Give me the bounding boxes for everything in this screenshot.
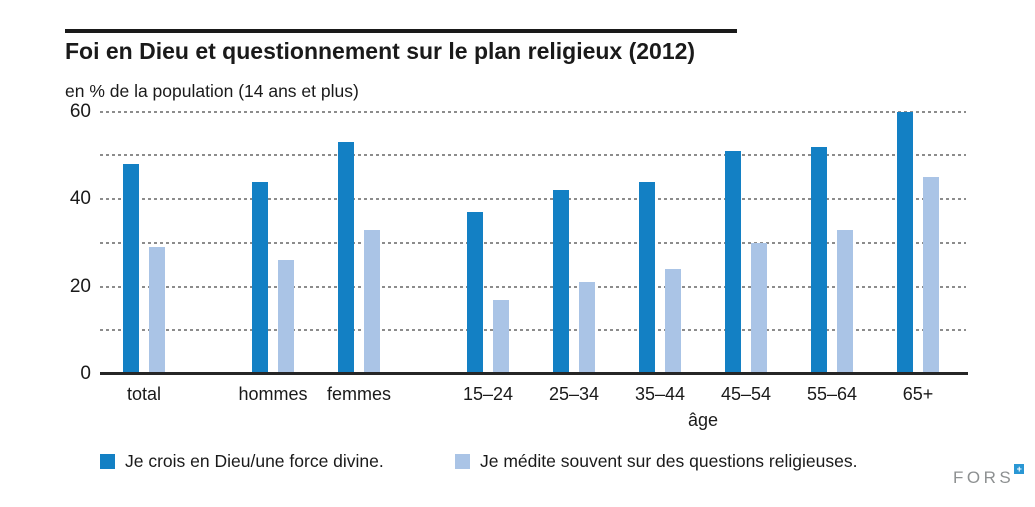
legend-label-believe: Je crois en Dieu/une force divine. — [125, 451, 384, 471]
y-tick-label-60: 60 — [69, 100, 91, 122]
gridline-20 — [100, 285, 966, 288]
y-tick-label-40: 40 — [69, 188, 91, 209]
bar-65+-series0 — [897, 111, 913, 374]
bar-25–34-series1 — [579, 282, 595, 374]
x-axis-label-35–44: 35–44 — [634, 384, 686, 404]
x-axis-label-65+: 65+ — [902, 384, 934, 404]
bar-25–34-series0 — [553, 190, 569, 374]
bar-15–24-series1 — [493, 299, 509, 374]
legend-item-meditate: Je médite souvent sur des questions reli… — [455, 451, 857, 472]
fors-plus-icon: + — [1014, 464, 1025, 474]
gridline-10 — [100, 329, 966, 332]
bar-hommes-series0 — [252, 181, 268, 374]
bar-15–24-series0 — [467, 212, 483, 374]
legend-swatch-meditate — [455, 454, 470, 469]
bar-55–64-series1 — [837, 229, 853, 374]
chart-title: Foi en Dieu et questionnement sur le pla… — [65, 38, 696, 64]
title-rule — [65, 29, 737, 33]
gridline-50 — [100, 154, 966, 157]
bar-55–64-series0 — [811, 146, 827, 374]
x-axis-label-hommes: hommes — [238, 384, 308, 404]
y-tick-label-20: 20 — [69, 275, 91, 297]
x-axis-label-25–34: 25–34 — [548, 384, 600, 404]
x-axis-label-55–64: 55–64 — [806, 384, 858, 404]
gridline-30 — [100, 241, 966, 244]
bar-total-series1 — [149, 247, 165, 374]
bar-femmes-series0 — [338, 142, 354, 374]
gridline-40 — [100, 198, 966, 200]
bar-hommes-series1 — [278, 260, 294, 374]
bar-total-series0 — [123, 164, 139, 374]
x-axis-label-15–24: 15–24 — [462, 384, 514, 404]
bar-35–44-series1 — [665, 269, 681, 374]
x-axis-line — [100, 372, 968, 375]
bar-femmes-series1 — [364, 229, 380, 374]
gridline-60 — [100, 110, 966, 113]
x-axis-label-45–54: 45–54 — [720, 384, 772, 404]
bar-45–54-series0 — [725, 150, 741, 374]
x-axis-title: âge — [687, 410, 719, 430]
legend-label-meditate: Je médite souvent sur des questions reli… — [480, 451, 858, 471]
x-axis-label-femmes: femmes — [326, 384, 391, 404]
y-tick-label-0: 0 — [80, 363, 91, 384]
bar-35–44-series0 — [639, 181, 655, 374]
fors-logo: FORS + — [953, 464, 1025, 488]
bar-45–54-series1 — [751, 242, 767, 374]
x-axis-label-total: total — [126, 384, 162, 404]
bar-65+-series1 — [923, 177, 939, 374]
chart-subtitle: en % de la population (14 ans et plus) — [65, 81, 359, 101]
fors-logo-text: FORS — [953, 468, 1015, 487]
legend-swatch-believe — [100, 454, 115, 469]
legend-item-believe: Je crois en Dieu/une force divine. — [100, 451, 384, 472]
